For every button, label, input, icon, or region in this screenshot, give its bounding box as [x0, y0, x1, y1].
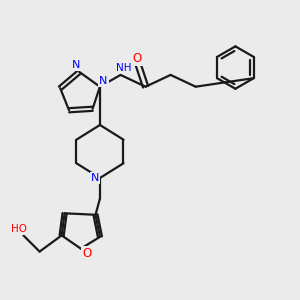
Text: HO: HO: [11, 224, 27, 235]
Text: O: O: [82, 248, 91, 260]
Text: O: O: [133, 52, 142, 64]
Text: N: N: [91, 173, 99, 183]
Text: N: N: [99, 76, 108, 86]
Text: NH: NH: [116, 63, 131, 74]
Text: N: N: [72, 61, 81, 70]
